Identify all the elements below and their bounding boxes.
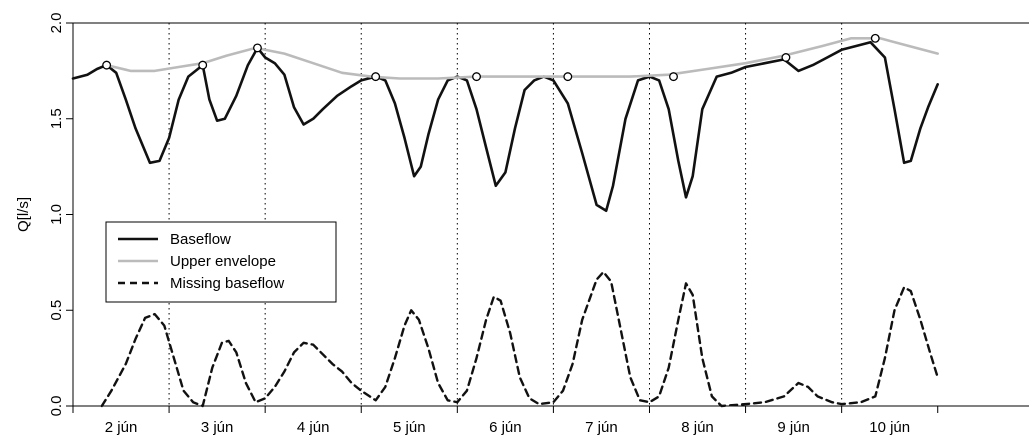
x-tick-label: 4 jún (297, 419, 330, 436)
envelope-marker (371, 72, 381, 82)
axes: 0.0 0.5 1.0 1.5 2.0 2 jún 3 jún 4 jún 5 jún 6 jún… (48, 13, 939, 436)
day-dividers (168, 23, 843, 406)
envelope-markers (102, 33, 880, 82)
y-tick-label: 0.0 (48, 396, 65, 417)
x-tick-label: 9 jún (777, 419, 810, 436)
envelope-marker (102, 60, 112, 70)
envelope-marker (472, 72, 481, 82)
envelope-marker (253, 43, 262, 53)
x-tick-label: 7 jún (585, 419, 618, 436)
y-tick-label: 0.5 (48, 300, 65, 321)
series-line-1 (105, 36, 940, 80)
envelope-marker (563, 72, 573, 82)
legend-label-2: Missing baseflow (170, 275, 284, 292)
legend-label-0: Baseflow (170, 231, 231, 248)
x-tick-label: 6 jún (489, 419, 522, 436)
envelope-marker (198, 60, 208, 70)
envelope-marker (870, 33, 880, 43)
y-tick-label: 1.0 (48, 204, 65, 225)
x-tick-label: 5 jún (393, 419, 426, 436)
y-axis-label: Q[l/s] (15, 197, 32, 232)
legend: Baseflow Upper envelope Missing baseflow (105, 221, 337, 303)
x-tick-label: 8 jún (681, 419, 714, 436)
y-tick-label: 1.5 (48, 108, 65, 129)
legend-label-1: Upper envelope (170, 253, 276, 270)
envelope-marker (669, 72, 678, 82)
envelope-marker (781, 53, 791, 62)
series-line-2 (100, 270, 939, 408)
y-tick-label: 2.0 (48, 13, 65, 34)
x-tick-label: 10 jún (869, 419, 910, 436)
x-tick-label: 2 jún (105, 419, 138, 436)
x-tick-label: 3 jún (201, 419, 234, 436)
